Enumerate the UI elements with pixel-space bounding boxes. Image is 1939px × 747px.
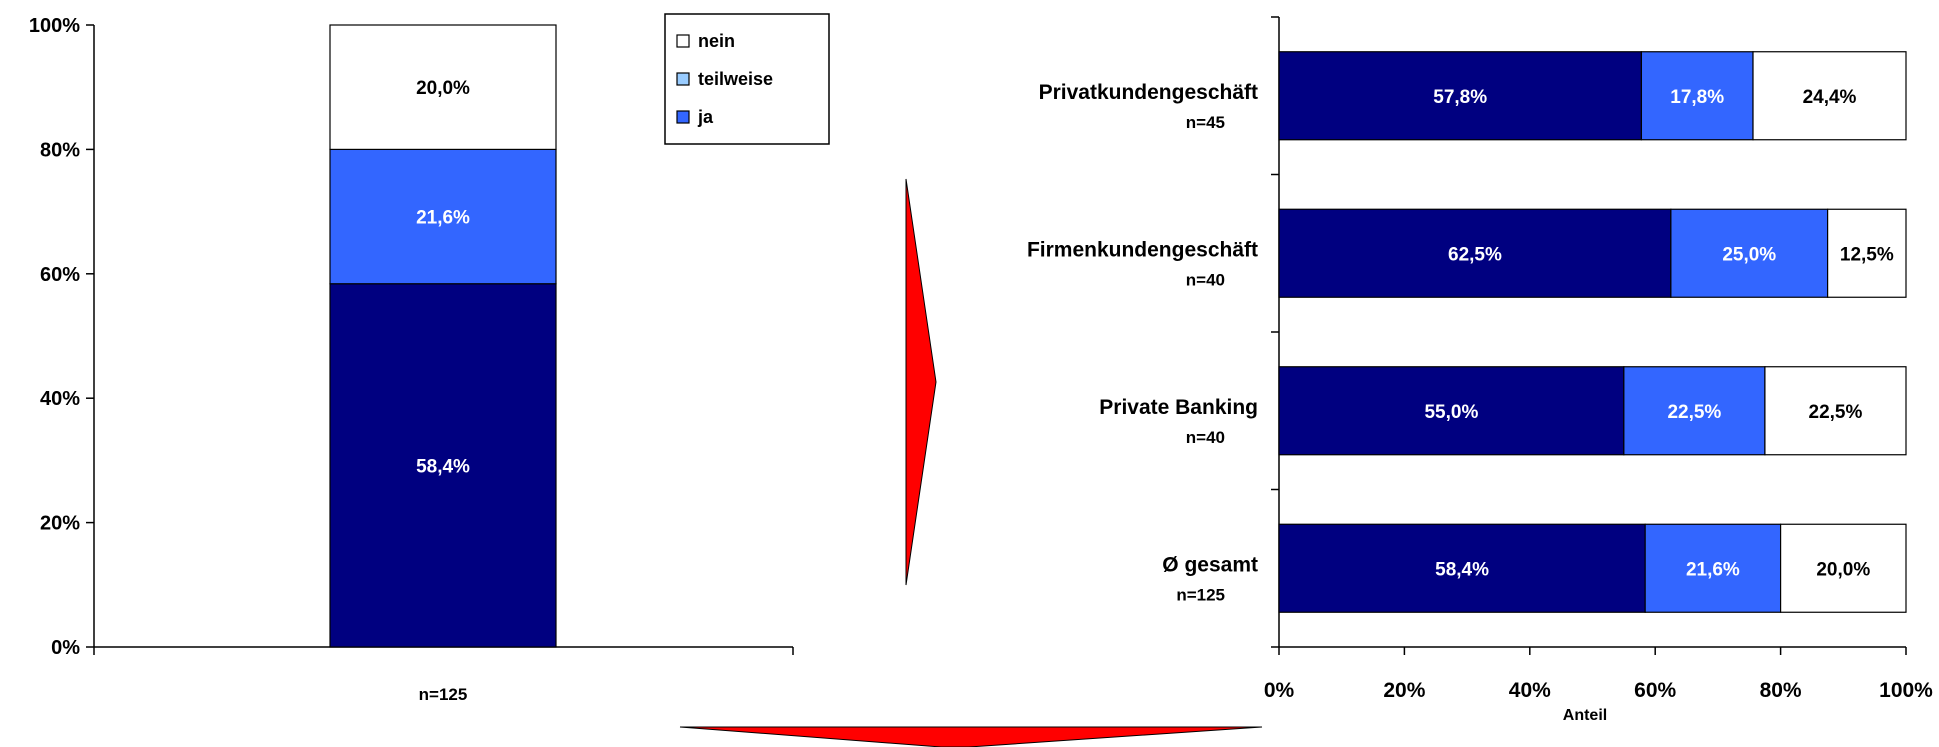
right-x-tick-label: 80% [1760, 679, 1802, 702]
right-x-tick-label: 40% [1509, 679, 1551, 702]
right-chart-data-labels: 57,8% 17,8% 24,4% 62,5% 25,0% 12,5% 55,0% 22,5%… [1424, 87, 1893, 581]
left-chart-data-labels: 58,4% 21,6% 20,0% [416, 78, 470, 477]
right-category-n-label: n=45 [1186, 113, 1225, 132]
right-data-label-teilweise: 25,0% [1722, 244, 1776, 265]
right-chart-axis: 0% 20% 40% 60% 80% 100% Anteil Privatkundengesc… [1027, 16, 1933, 724]
legend: nein teilweise ja [664, 13, 830, 145]
down-arrow-shape [679, 726, 1263, 747]
right-category-label: Ø gesamt [1162, 553, 1258, 576]
right-data-label-ja: 57,8% [1433, 87, 1487, 108]
right-bar-ja [1278, 366, 1625, 456]
legend-swatch-ja [676, 110, 690, 124]
legend-label-teilweise: teilweise [698, 69, 773, 89]
legend-frame [664, 13, 830, 145]
left-chart-axis: 0% 20% 40% 60% 80% 100% n=125 [29, 15, 794, 704]
right-bar-nein [1779, 523, 1907, 613]
legend-swatch-teilweise [676, 72, 690, 86]
right-bar-ja [1278, 51, 1643, 141]
right-bar-nein [1764, 366, 1907, 456]
right-data-label-nein: 22,5% [1809, 402, 1863, 423]
right-category-n-label: n=40 [1186, 270, 1225, 289]
right-x-tick-label: 0% [1264, 679, 1295, 702]
left-x-category-label: n=125 [419, 685, 468, 704]
right-category-label: Privatkundengeschäft [1039, 81, 1258, 104]
left-y-tick-label: 40% [40, 388, 80, 410]
right-data-label-nein: 20,0% [1816, 559, 1870, 580]
left-y-tick-label: 0% [51, 637, 80, 659]
right-data-label-nein: 12,5% [1840, 244, 1894, 265]
right-data-label-ja: 58,4% [1435, 559, 1489, 580]
right-x-axis-title: Anteil [1563, 707, 1607, 724]
right-bar-teilweise [1644, 523, 1782, 613]
right-data-label-teilweise: 17,8% [1670, 87, 1724, 108]
left-y-tick-label: 60% [40, 264, 80, 286]
right-x-tick-label: 60% [1634, 679, 1676, 702]
right-data-label-nein: 24,4% [1803, 87, 1857, 108]
right-bar-nein [1827, 208, 1907, 298]
right-category-label: Private Banking [1099, 396, 1258, 419]
left-y-tick-label: 80% [40, 139, 80, 161]
legend-label-ja: ja [697, 107, 714, 127]
right-bar-nein [1752, 51, 1907, 141]
right-data-label-ja: 62,5% [1448, 244, 1502, 265]
right-bar-teilweise [1623, 366, 1766, 456]
right-arrow-shape [905, 178, 937, 586]
left-y-tick-label: 20% [40, 513, 80, 535]
legend-label-nein: nein [698, 31, 735, 51]
left-chart-bars [329, 24, 557, 648]
right-category-label: Firmenkundengeschäft [1027, 238, 1258, 261]
right-bar-ja [1278, 208, 1672, 298]
right-category-n-label: n=40 [1186, 428, 1225, 447]
right-x-tick-label: 100% [1879, 679, 1933, 702]
left-bar-nein [329, 24, 557, 151]
left-data-label-teilweise: 21,6% [416, 208, 470, 229]
left-data-label-ja: 58,4% [416, 456, 470, 477]
right-bar-teilweise [1640, 51, 1754, 141]
right-bar-teilweise [1670, 208, 1829, 298]
right-data-label-teilweise: 22,5% [1667, 402, 1721, 423]
right-x-tick-label: 20% [1383, 679, 1425, 702]
right-data-label-teilweise: 21,6% [1686, 559, 1740, 580]
right-chart-bars [1278, 51, 1907, 613]
legend-swatch-nein [676, 34, 690, 48]
left-data-label-nein: 20,0% [416, 78, 470, 99]
right-category-n-label: n=125 [1176, 585, 1225, 604]
right-data-label-ja: 55,0% [1424, 402, 1478, 423]
left-y-tick-label: 100% [29, 15, 80, 37]
